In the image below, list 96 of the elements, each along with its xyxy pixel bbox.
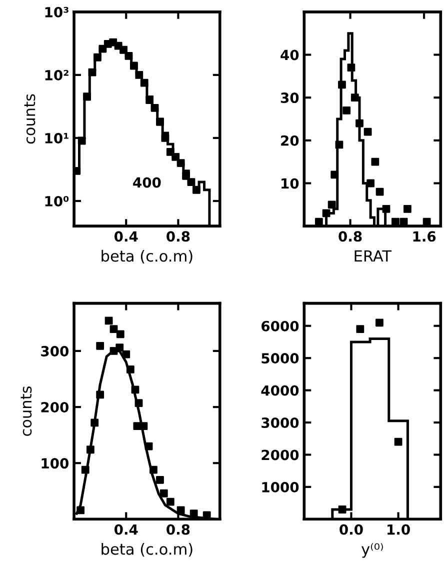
x-axis-title: y⁽⁰⁾ [362,543,383,558]
point [124,52,133,60]
point [382,204,390,213]
point [140,422,148,430]
point [356,325,364,334]
x-tick-label: 0.4 [114,231,138,242]
point [190,510,198,518]
point [134,399,143,408]
y-tick-label: 200 [41,402,69,412]
point [146,96,154,104]
x-tick-label: 0.8 [338,231,362,242]
point [96,390,104,399]
y-tick-label: 30 [280,92,299,104]
point [366,179,375,188]
point [81,466,90,474]
point [131,386,140,394]
point [322,209,330,218]
y-tick-label: 20 [281,135,299,146]
point [422,218,431,226]
point [192,186,200,194]
y-tick-label: 5000 [262,353,299,364]
point [78,136,86,145]
point [176,159,185,167]
point [161,134,170,142]
point [187,178,196,186]
point [342,106,351,114]
point [144,442,153,450]
annotation: 400 [133,177,161,188]
point [88,68,96,76]
point [150,104,159,112]
x-tick-label: 0.8 [166,231,190,242]
x-tick-label: 0.0 [340,524,363,535]
point [135,70,144,79]
point [338,80,346,89]
y-axis-title: counts [24,94,36,144]
point [400,218,408,226]
y-tick-label: 10 [282,178,299,189]
x-axis-title: beta (c.o.m) [102,543,192,557]
point [104,316,113,325]
y-tick-label: 10¹ [45,132,68,144]
point [126,366,134,374]
point [116,344,124,352]
y-tick-label: 4000 [261,385,299,396]
point [350,94,359,102]
x-axis-title: beta (c.o.m) [102,250,192,264]
point [76,506,84,514]
point [156,476,164,484]
x-tick-label: 1.6 [413,231,436,242]
point [356,119,364,128]
y-tick-label: 10³ [45,6,68,18]
point [176,506,185,514]
point [110,325,118,334]
point [120,46,128,54]
y-tick-label: 100 [42,458,69,469]
y-tick-label: 40 [280,50,299,60]
point [116,330,124,338]
point [394,438,402,446]
point [96,342,104,350]
point [90,418,99,427]
point [172,152,180,161]
point [392,218,400,226]
point [166,498,174,506]
y-tick-label: 1000 [262,482,299,492]
point [150,466,158,474]
point [182,172,190,180]
y-tick-label: 6000 [262,320,299,332]
point [330,170,339,179]
point [94,53,102,62]
y-tick-label: 2000 [262,450,299,460]
point [404,204,412,213]
x-tick-label: 0.8 [166,524,190,535]
point [364,128,372,136]
point [140,78,148,87]
point [86,446,94,454]
point [130,62,138,70]
point [328,200,336,209]
y-tick-label: 3000 [262,417,299,428]
point [376,318,384,327]
x-tick-label: 0.4 [114,524,138,535]
y-tick-label: 10⁰ [45,196,69,206]
x-axis-title: ERAT [354,250,392,262]
point [338,506,346,514]
x-tick-label: 1.0 [388,524,410,535]
point [122,350,130,358]
point [160,489,168,498]
point [371,158,380,166]
y-tick-label: 10² [45,70,68,80]
point [314,218,323,226]
y-axis-title: counts [20,386,32,436]
point [347,64,356,72]
point [156,118,164,126]
point [376,188,384,196]
point [335,140,344,149]
point [74,166,81,175]
point [83,92,92,101]
y-tick-label: 300 [41,346,69,356]
